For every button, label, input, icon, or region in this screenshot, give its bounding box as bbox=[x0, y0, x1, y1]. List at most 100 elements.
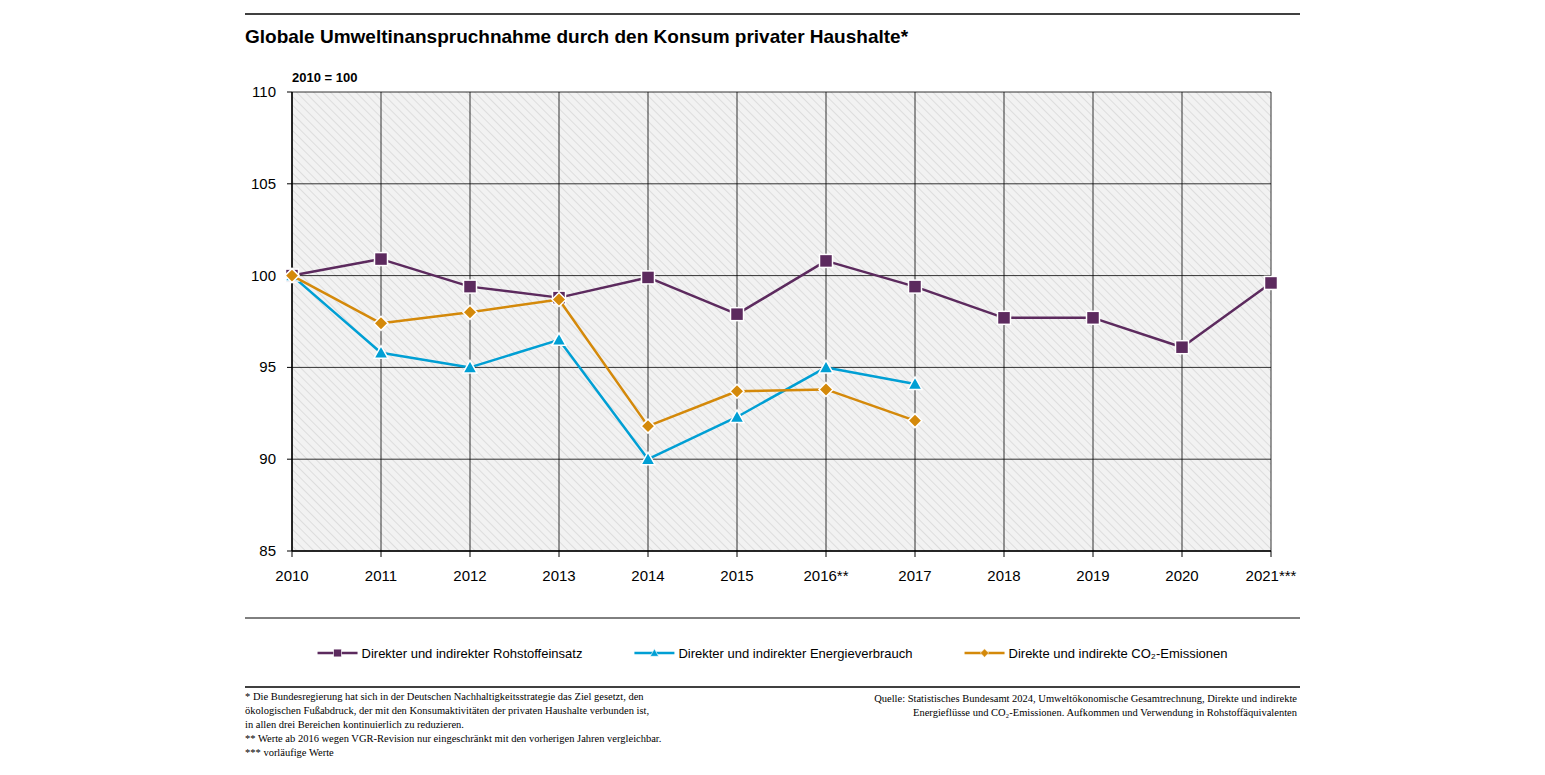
data-point bbox=[730, 384, 744, 398]
series-line bbox=[292, 276, 915, 427]
rule bbox=[245, 618, 1300, 619]
x-tick-label: 2012 bbox=[453, 567, 486, 584]
x-grid-line bbox=[1182, 92, 1183, 551]
x-tick bbox=[1093, 551, 1094, 557]
y-tick bbox=[287, 551, 292, 552]
x-tick bbox=[292, 551, 293, 557]
data-group bbox=[285, 253, 1278, 465]
data-point bbox=[464, 280, 477, 293]
data-point bbox=[819, 360, 833, 373]
legend-label: Direkter und indirekter Rohstoffeinsatz bbox=[362, 646, 583, 661]
x-tick-label: 2015 bbox=[720, 567, 753, 584]
y-tick bbox=[287, 367, 292, 368]
y-grid-line bbox=[292, 183, 1271, 184]
data-point bbox=[286, 269, 299, 282]
subtitle: 2010 = 100 bbox=[292, 70, 357, 85]
data-point bbox=[730, 410, 744, 423]
y-grid-line bbox=[292, 459, 1271, 460]
data-point bbox=[641, 419, 655, 433]
x-tick bbox=[470, 551, 471, 557]
x-grid-line bbox=[648, 92, 649, 551]
source: Energieflüsse und CO₂-Emissionen. Aufkom… bbox=[913, 707, 1298, 718]
x-tick-label: 2018 bbox=[987, 567, 1020, 584]
y-grid-line bbox=[292, 367, 1271, 368]
x-tick bbox=[559, 551, 560, 557]
data-point bbox=[1176, 341, 1189, 354]
y-tick-label: 110 bbox=[252, 83, 276, 100]
source: Quelle: Statistisches Bundesamt 2024, Um… bbox=[874, 693, 1297, 704]
y-tick bbox=[287, 183, 292, 184]
y-grid-line bbox=[292, 92, 1271, 93]
x-grid-line bbox=[559, 92, 560, 551]
data-point bbox=[641, 452, 655, 465]
x-axis bbox=[292, 550, 1271, 552]
x-tick bbox=[381, 551, 382, 557]
data-point bbox=[820, 254, 833, 267]
x-grid-line bbox=[915, 92, 916, 551]
legend-label: Direkte und indirekte CO₂-Emissionen bbox=[1009, 646, 1228, 661]
x-tick-label: 2017 bbox=[898, 567, 931, 584]
x-grid-line bbox=[470, 92, 471, 551]
data-point bbox=[1087, 311, 1100, 324]
x-tick bbox=[1004, 551, 1005, 557]
x-grid-line bbox=[1271, 92, 1272, 551]
x-tick-label: 2020 bbox=[1165, 567, 1198, 584]
rule bbox=[245, 686, 1300, 688]
legend-marker bbox=[980, 649, 988, 657]
top-rule bbox=[245, 13, 1300, 15]
legend-item: Direkter und indirekter Energieverbrauch bbox=[634, 646, 912, 661]
y-axis bbox=[291, 92, 293, 551]
x-tick bbox=[915, 551, 916, 557]
series-line bbox=[292, 276, 915, 460]
footnote: ökologischen Fußabdruck, der mit den Kon… bbox=[245, 705, 649, 716]
legend-item: Direkter und indirekter Rohstoffeinsatz bbox=[318, 646, 583, 661]
data-point bbox=[463, 305, 477, 319]
x-tick bbox=[1271, 551, 1272, 557]
data-point bbox=[909, 280, 922, 293]
x-grid-line bbox=[826, 92, 827, 551]
x-tick-label: 2016** bbox=[803, 567, 848, 584]
x-tick bbox=[737, 551, 738, 557]
x-grid-line bbox=[737, 92, 738, 551]
data-point bbox=[552, 292, 566, 306]
data-point bbox=[908, 414, 922, 428]
x-grid-line bbox=[292, 92, 293, 551]
grid bbox=[292, 92, 1271, 551]
legend-item: Direkte und indirekte CO₂-Emissionen bbox=[965, 646, 1228, 661]
x-tick bbox=[648, 551, 649, 557]
x-tick-label: 2014 bbox=[631, 567, 664, 584]
x-tick-label: 2010 bbox=[275, 567, 308, 584]
data-point bbox=[1265, 276, 1278, 289]
legend-label: Direkter und indirekter Energieverbrauch bbox=[678, 646, 912, 661]
data-point bbox=[463, 360, 477, 373]
series-line bbox=[292, 259, 1271, 347]
y-tick bbox=[287, 459, 292, 460]
data-point bbox=[731, 308, 744, 321]
y-tick-label: 95 bbox=[259, 358, 276, 375]
legend: Direkter und indirekter Rohstoffeinsatz D… bbox=[318, 646, 1228, 661]
x-tick bbox=[826, 551, 827, 557]
title: Globale Umweltinanspruchnahme durch den … bbox=[245, 26, 909, 47]
data-point bbox=[998, 311, 1011, 324]
y-tick bbox=[287, 92, 292, 93]
footnote: *** vorläufige Werte bbox=[245, 747, 334, 758]
chart: Globale Umweltinanspruchnahme durch den … bbox=[0, 0, 1545, 775]
x-tick-label: 2011 bbox=[365, 567, 397, 584]
y-grid-line bbox=[292, 551, 1271, 552]
x-tick-label: 2013 bbox=[542, 567, 575, 584]
y-tick-label: 100 bbox=[251, 267, 276, 284]
data-point bbox=[375, 253, 388, 266]
legend-marker bbox=[334, 649, 342, 657]
x-tick bbox=[1182, 551, 1183, 557]
footnote: * Die Bundesregierung hat sich in der De… bbox=[245, 691, 644, 702]
plot-background bbox=[292, 92, 1271, 551]
data-point bbox=[908, 377, 922, 390]
data-point bbox=[819, 382, 833, 396]
x-tick-label: 2019 bbox=[1076, 567, 1109, 584]
data-point bbox=[374, 346, 388, 359]
data-point bbox=[285, 269, 299, 283]
data-point bbox=[642, 271, 655, 284]
y-tick-label: 105 bbox=[251, 175, 276, 192]
data-point bbox=[552, 333, 566, 346]
y-tick-label: 90 bbox=[259, 450, 276, 467]
